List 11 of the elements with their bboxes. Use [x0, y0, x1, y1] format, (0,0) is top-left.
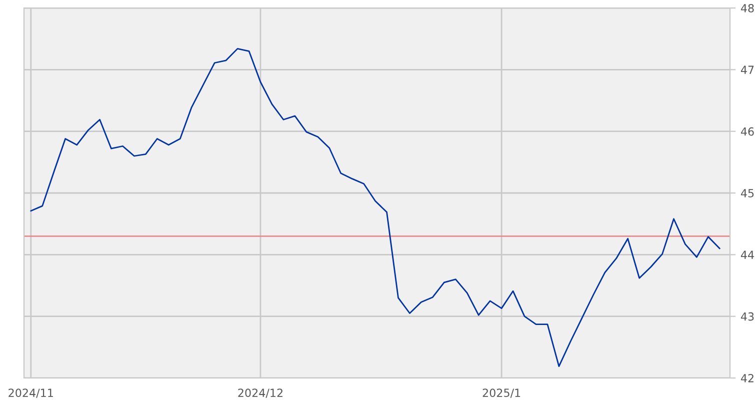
x-tick-label: 2025/1	[482, 388, 520, 398]
y-tick-label: 46	[740, 127, 754, 136]
y-tick-label: 42	[740, 374, 754, 382]
x-tick-label: 2024/12	[238, 388, 282, 398]
y-tick-label: 47	[740, 66, 754, 74]
y-tick-label: 43	[740, 312, 754, 321]
x-tick-label: 2024/11	[8, 388, 53, 398]
y-tick-label: 45	[740, 189, 754, 198]
y-tick-label: 44	[740, 250, 754, 259]
line-series	[30, 48, 720, 367]
y-tick-label: 48	[740, 4, 754, 12]
